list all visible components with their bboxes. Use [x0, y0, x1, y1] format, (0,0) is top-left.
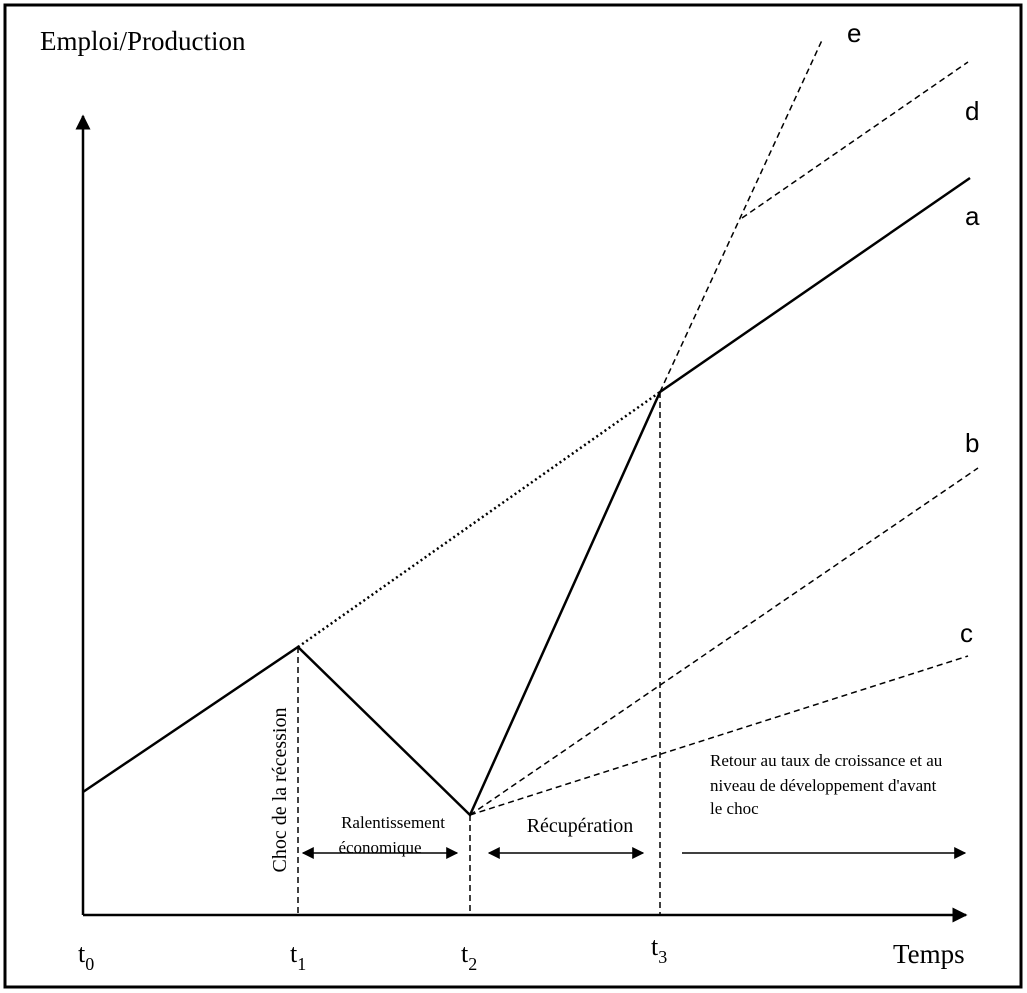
- time-label: t2: [461, 939, 477, 974]
- slowdown-label: économique: [338, 838, 421, 857]
- curve-label: a: [965, 201, 980, 231]
- time-sub: 0: [85, 954, 94, 974]
- slowdown-label: Ralentissement: [341, 813, 445, 832]
- time-label: t3: [651, 932, 667, 967]
- time-sub: 1: [297, 954, 306, 974]
- time-label: t1: [290, 939, 306, 974]
- curve-a: [82, 176, 971, 818]
- curve-label: b: [965, 428, 979, 458]
- time-label: t0: [78, 939, 94, 974]
- x-axis-label: Temps: [893, 939, 965, 969]
- curve-d: [741, 61, 969, 219]
- curve-label: d: [965, 96, 979, 126]
- curve-label: e: [847, 18, 861, 48]
- time-base: t: [461, 939, 469, 968]
- curve-b: [469, 467, 979, 816]
- time-base: t: [290, 939, 298, 968]
- recovery-label: Récupération: [527, 815, 634, 837]
- curve-label: c: [960, 618, 973, 648]
- return-label: Retour au taux de croissance et au: [710, 751, 943, 770]
- time-base: t: [78, 939, 86, 968]
- return-label: niveau de développement d'avant: [710, 776, 937, 795]
- time-sub: 3: [658, 947, 667, 967]
- time-base: t: [651, 932, 659, 961]
- time-sub: 2: [468, 954, 477, 974]
- curve-c: [469, 655, 969, 816]
- y-axis-label: Emploi/Production: [40, 26, 246, 56]
- shock-label: Choc de la récession: [269, 708, 291, 873]
- trend-line: [297, 390, 661, 649]
- frame: [3, 3, 1023, 989]
- curve-e: [659, 37, 824, 393]
- return-label: le choc: [710, 799, 759, 818]
